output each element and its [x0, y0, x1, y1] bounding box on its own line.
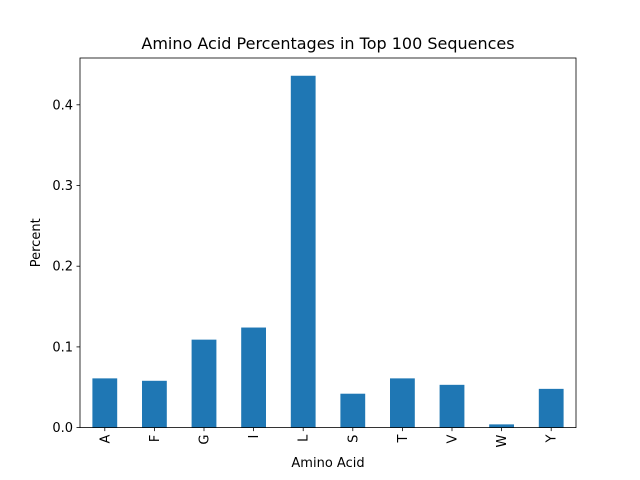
- y-tick-label: 0.4: [52, 98, 73, 113]
- bar-T: [390, 378, 415, 428]
- y-tick-label: 0.1: [52, 340, 73, 355]
- x-tick-label: L: [297, 434, 312, 442]
- bar-I: [241, 327, 266, 428]
- bar-W: [489, 424, 514, 428]
- bar-Y: [538, 388, 564, 428]
- x-tick-label: S: [346, 435, 361, 443]
- chart-title: Amino Acid Percentages in Top 100 Sequen…: [141, 34, 514, 53]
- x-tick-label: I: [247, 435, 262, 439]
- x-tick-label: G: [198, 435, 213, 445]
- x-tick-label: F: [148, 435, 163, 442]
- x-tick-label: V: [446, 435, 461, 444]
- y-tick-label: 0.3: [52, 179, 73, 194]
- x-tick-label: Y: [545, 435, 560, 444]
- bar-F: [142, 380, 167, 428]
- y-tick-label: 0.0: [52, 421, 73, 436]
- bar-A: [92, 378, 118, 428]
- bars-group: [92, 75, 564, 428]
- x-tick-label: W: [495, 434, 510, 447]
- bar-S: [340, 393, 366, 428]
- y-axis: 0.0 0.1 0.2 0.3 0.4: [52, 98, 80, 436]
- bar-G: [191, 339, 217, 428]
- y-tick-label: 0.2: [52, 260, 73, 275]
- y-axis-label: Percent: [29, 218, 44, 267]
- bar-L: [290, 75, 316, 428]
- plot-frame: [79, 57, 577, 429]
- x-axis-label: Amino Acid: [291, 456, 364, 471]
- x-tick-label: T: [396, 435, 411, 444]
- x-tick-label: A: [98, 435, 113, 444]
- bar-V: [439, 384, 465, 428]
